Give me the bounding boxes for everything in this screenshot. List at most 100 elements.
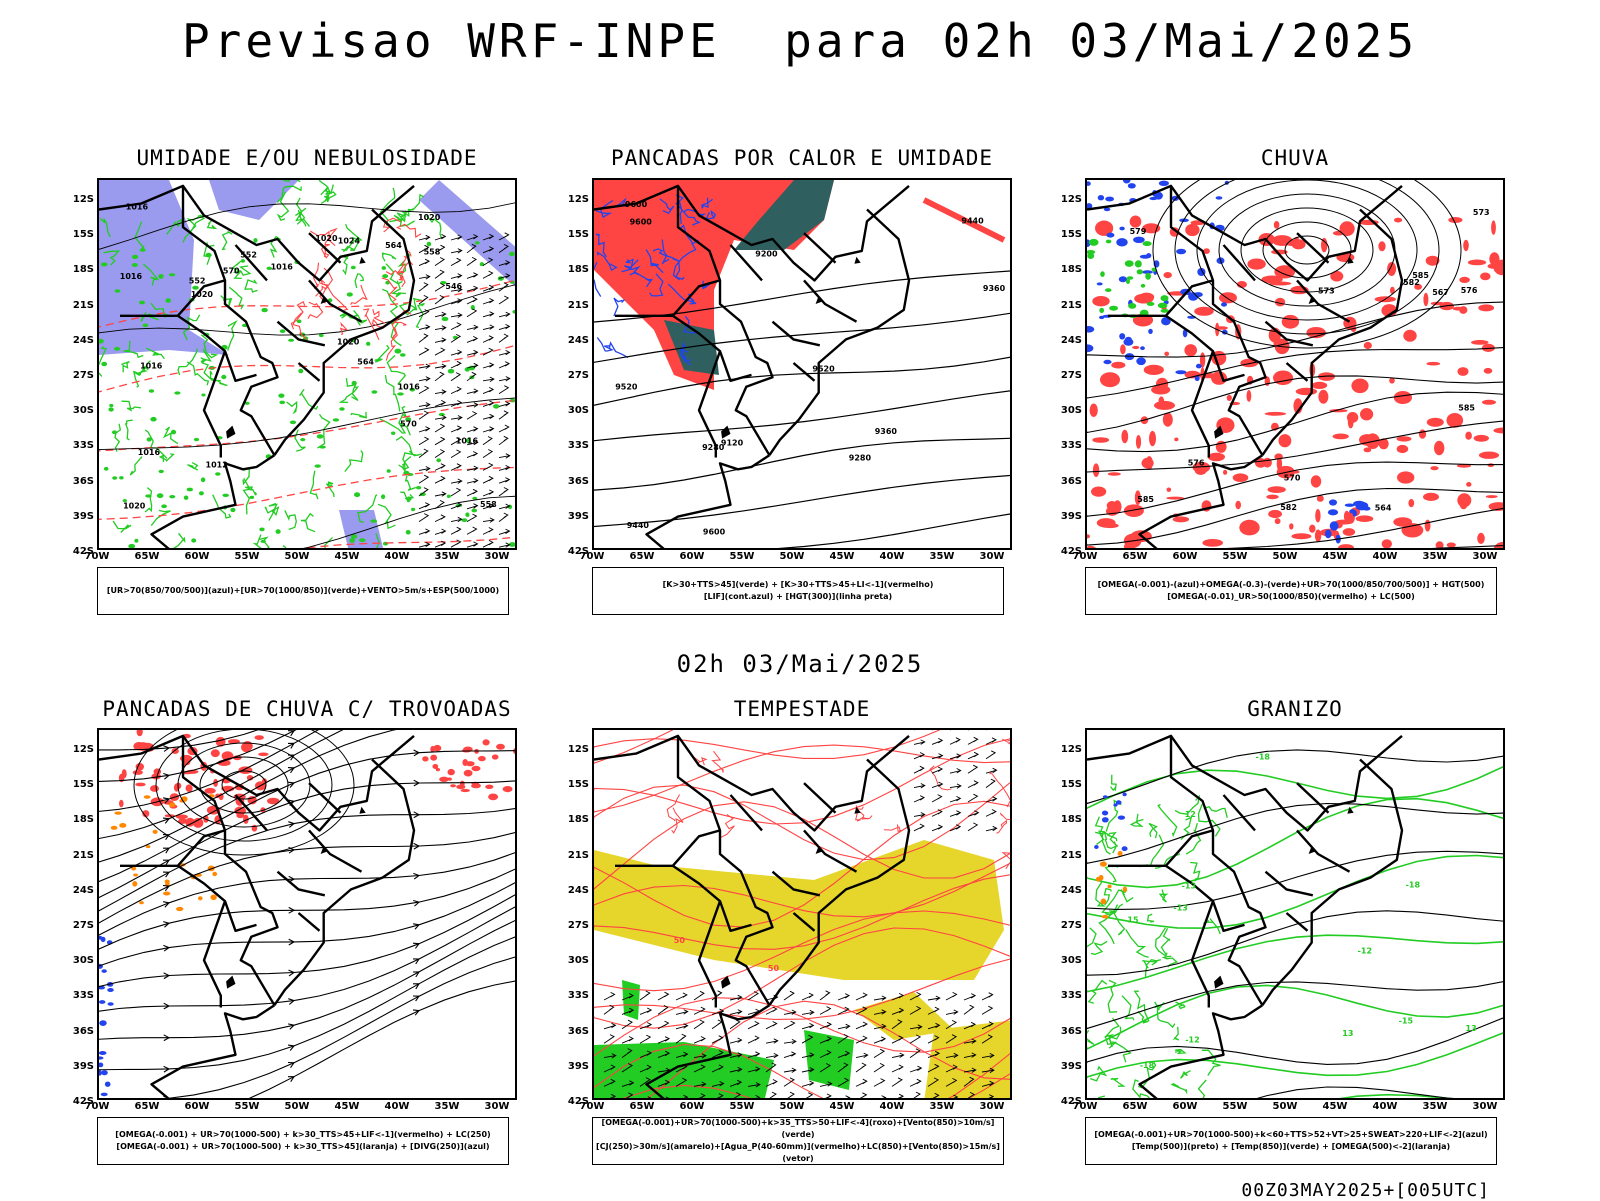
latitude-label: 15S <box>1060 229 1082 241</box>
shaded-area <box>143 795 151 799</box>
contour-label: 1016 <box>398 382 421 391</box>
latitude-label: 12S <box>72 194 94 205</box>
contour-line <box>200 348 212 363</box>
contour-line <box>384 374 401 412</box>
latitude-label: 21S <box>1060 299 1082 311</box>
wind-vector <box>639 990 651 1001</box>
shaded-area <box>441 316 449 322</box>
wind-vector <box>450 273 463 279</box>
contour-line <box>121 360 130 373</box>
shaded-area <box>110 825 118 830</box>
longitude-label: 50W <box>1272 551 1298 562</box>
wind-vector <box>418 282 429 292</box>
shaded-area <box>1174 437 1179 442</box>
contour-line <box>404 475 417 491</box>
wind-vector <box>450 287 463 293</box>
flow-arrow <box>413 899 421 907</box>
contour-label: 585 <box>1412 271 1429 280</box>
contour-line <box>357 494 378 523</box>
shaded-area <box>1172 516 1190 523</box>
wind-vector <box>434 337 447 343</box>
shaded-area <box>1136 357 1146 366</box>
contour-line <box>1190 861 1201 882</box>
shaded-area <box>734 180 834 250</box>
contour-line <box>1121 995 1135 1021</box>
shaded-area <box>104 1081 111 1087</box>
shaded-area <box>1087 326 1095 333</box>
contour-line <box>1094 816 1105 845</box>
shaded-area <box>1393 391 1412 404</box>
latitude-label: 15S <box>72 229 94 241</box>
contour-line <box>608 341 629 359</box>
shaded-area <box>1378 241 1386 252</box>
longitude-label: 70W <box>84 551 110 562</box>
wind-vector <box>913 739 926 745</box>
contour-line <box>200 334 219 359</box>
latitude-label: 33S <box>72 440 94 452</box>
wind-vector <box>639 1022 653 1030</box>
wind-vector <box>693 1006 706 1015</box>
shaded-area <box>354 492 361 498</box>
contour-line <box>140 311 160 322</box>
shaded-area <box>1158 180 1169 186</box>
wind-vector <box>909 1065 923 1073</box>
flow-arrow <box>162 834 171 841</box>
shaded-area <box>1355 515 1374 522</box>
flow-arrow <box>288 998 296 1005</box>
contour-label: 50 <box>768 964 780 973</box>
latitude-label: 39S <box>1060 1060 1082 1072</box>
wind-vector <box>729 994 743 1001</box>
longitude-label: 45W <box>1322 551 1348 562</box>
contour-label: 582 <box>1403 278 1420 287</box>
contour-line <box>341 223 363 251</box>
shaded-area <box>1164 351 1170 356</box>
shaded-area <box>1101 817 1109 823</box>
contour-label: 570 <box>400 419 417 428</box>
wind-vector <box>963 1076 975 1087</box>
wind-vector <box>819 1049 832 1059</box>
shaded-area <box>193 437 200 442</box>
wind-vector <box>945 1019 958 1030</box>
wind-vector <box>855 992 868 1001</box>
wind-vector <box>891 992 905 1001</box>
contour-line <box>121 400 141 412</box>
shaded-area <box>391 431 396 435</box>
longitude-label: 60W <box>679 551 705 562</box>
shaded-area <box>461 518 468 523</box>
shaded-area <box>254 735 264 740</box>
shaded-area <box>1347 415 1354 429</box>
border-line <box>120 829 226 867</box>
wind-vector <box>967 793 979 803</box>
legend-box: [OMEGA(-0.001)-(azul)+OMEGA(-0.3)-(verde… <box>1085 567 1497 615</box>
wind-vector <box>927 995 941 1001</box>
contour-line <box>671 807 684 834</box>
shaded-area <box>1423 292 1429 307</box>
shaded-area <box>1394 217 1403 223</box>
wind-vector <box>514 508 515 509</box>
wind-vector <box>466 465 479 471</box>
run-timestamp: 00Z03MAY2025+[005UTC] <box>1241 1180 1490 1201</box>
contour-line <box>594 474 1010 528</box>
shaded-area <box>1092 437 1110 443</box>
shaded-area <box>419 492 426 497</box>
flow-arrow <box>288 938 296 946</box>
contour-line <box>1107 979 1118 1013</box>
wind-vector <box>434 514 446 523</box>
wind-vector <box>837 1006 850 1015</box>
wind-vector <box>963 1052 977 1059</box>
longitude-label: 55W <box>1222 551 1248 562</box>
wind-vector <box>693 1081 707 1087</box>
border-line <box>202 350 227 458</box>
legend-line: [Temp(500)](preto) + [Temp(850)](verde) … <box>1131 1142 1451 1151</box>
shaded-area <box>1426 361 1441 366</box>
wind-vector <box>482 489 495 497</box>
wind-vector <box>418 234 431 241</box>
border-line <box>768 758 911 1006</box>
wind-vector <box>450 386 462 395</box>
contour-line <box>999 812 1010 821</box>
contour-label: 9200 <box>755 250 778 259</box>
wind-vector <box>418 541 431 548</box>
flow-arrow <box>413 779 421 787</box>
shaded-area <box>99 338 104 344</box>
shaded-area <box>1355 501 1369 511</box>
